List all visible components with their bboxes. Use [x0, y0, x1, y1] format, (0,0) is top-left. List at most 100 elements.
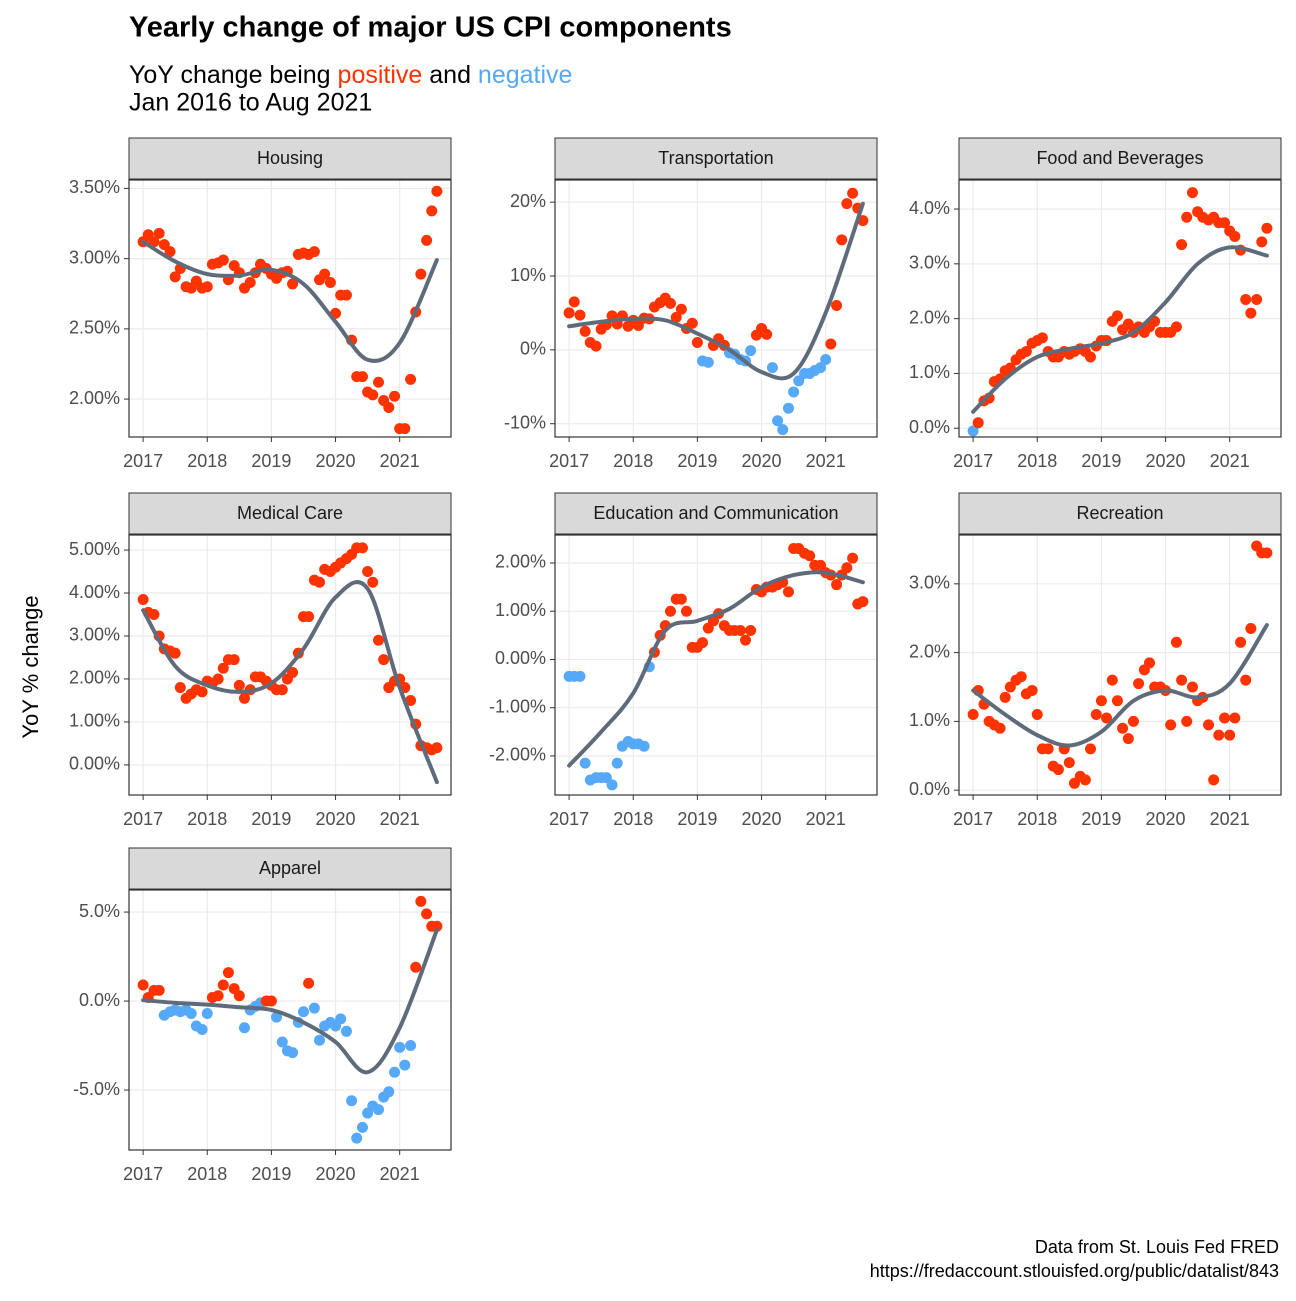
point: [1042, 743, 1054, 755]
x-tick-label: 2019: [1081, 809, 1121, 829]
point: [233, 679, 245, 691]
x-tick-label: 2018: [187, 809, 227, 829]
subtitle-text: and: [422, 61, 478, 89]
point: [399, 1059, 411, 1071]
point: [383, 1086, 395, 1098]
y-tick-label: 5.00%: [69, 539, 120, 559]
point: [1181, 715, 1193, 727]
y-tick-label: 10%: [510, 265, 546, 285]
trend-line: [567, 570, 865, 768]
y-tick-label: 0.00%: [495, 648, 546, 668]
y-tick-label: 0.0%: [909, 779, 950, 799]
point: [1020, 346, 1032, 358]
caption: https://fredaccount.stlouisfed.org/publi…: [870, 1261, 1279, 1281]
point: [1165, 719, 1177, 731]
x-tick-label: 2020: [1146, 451, 1186, 471]
point: [1229, 712, 1241, 724]
point: [664, 605, 676, 617]
caption: Data from St. Louis Fed FRED: [1035, 1237, 1279, 1257]
point: [1203, 719, 1215, 731]
point: [1240, 674, 1252, 686]
point: [777, 424, 789, 436]
y-tick-label: 4.0%: [909, 198, 950, 218]
point: [238, 1022, 250, 1034]
point: [314, 1034, 326, 1046]
point: [389, 1066, 401, 1078]
x-tick-label: 2019: [251, 809, 291, 829]
point: [999, 691, 1011, 703]
x-tick-label: 2021: [380, 809, 420, 829]
point: [426, 205, 438, 217]
point: [137, 979, 149, 991]
point: [782, 586, 794, 598]
subtitle: YoY change being positive and negative: [129, 61, 572, 89]
point: [212, 990, 224, 1002]
panel-border: [128, 179, 452, 438]
y-tick-label: 3.0%: [909, 573, 950, 593]
point: [664, 297, 676, 309]
point: [782, 402, 794, 414]
point: [287, 667, 299, 679]
point: [378, 654, 390, 666]
y-tick-label: 0.00%: [69, 754, 120, 774]
point: [383, 402, 395, 414]
point: [1251, 293, 1263, 305]
point: [972, 417, 984, 429]
point: [1111, 310, 1123, 322]
point: [287, 278, 299, 290]
point: [1240, 293, 1252, 305]
point: [1133, 678, 1145, 690]
point: [967, 709, 979, 721]
point: [340, 289, 352, 301]
y-tick-label: 1.0%: [909, 362, 950, 382]
y-tick-label: 1.00%: [495, 600, 546, 620]
plot-area: [129, 890, 451, 1150]
point: [1106, 674, 1118, 686]
point: [1245, 623, 1257, 635]
point: [1052, 764, 1064, 776]
point: [265, 995, 277, 1007]
x-tick-label: 2021: [1210, 451, 1250, 471]
x-tick-label: 2021: [380, 1164, 420, 1184]
point: [680, 605, 692, 617]
point: [405, 1040, 417, 1052]
point: [367, 576, 379, 588]
point: [1031, 709, 1043, 721]
point: [185, 1008, 197, 1020]
y-tick-label: 1.00%: [69, 711, 120, 731]
x-tick-label: 2018: [187, 1164, 227, 1184]
panel-title: Education and Communication: [593, 503, 838, 523]
point: [405, 373, 417, 385]
trend-line: [971, 245, 1269, 414]
x-tick-label: 2020: [742, 451, 782, 471]
point: [740, 634, 752, 646]
x-tick-label: 2020: [316, 451, 356, 471]
point: [196, 1024, 208, 1036]
panel-border: [958, 534, 1282, 796]
strip: [554, 492, 878, 535]
panel-title: Food and Beverages: [1036, 148, 1203, 168]
point: [1036, 332, 1048, 344]
point: [563, 307, 575, 319]
point: [362, 566, 374, 578]
point: [244, 277, 256, 289]
plot-area: [959, 535, 1281, 795]
y-tick-label: 0.0%: [79, 990, 120, 1010]
x-tick-label: 2021: [1210, 809, 1250, 829]
point: [1261, 547, 1273, 559]
point: [606, 779, 618, 791]
point: [233, 990, 245, 1002]
point: [590, 340, 602, 352]
point: [1117, 722, 1129, 734]
point: [1186, 187, 1198, 199]
y-axis-title: YoY % change: [18, 595, 43, 738]
point: [324, 277, 336, 289]
point: [228, 654, 240, 666]
x-tick-label: 2020: [1146, 809, 1186, 829]
point: [1256, 236, 1268, 248]
x-tick-label: 2017: [549, 451, 589, 471]
strip: [128, 137, 452, 180]
y-tick-label: 3.00%: [69, 247, 120, 267]
point: [772, 415, 784, 427]
